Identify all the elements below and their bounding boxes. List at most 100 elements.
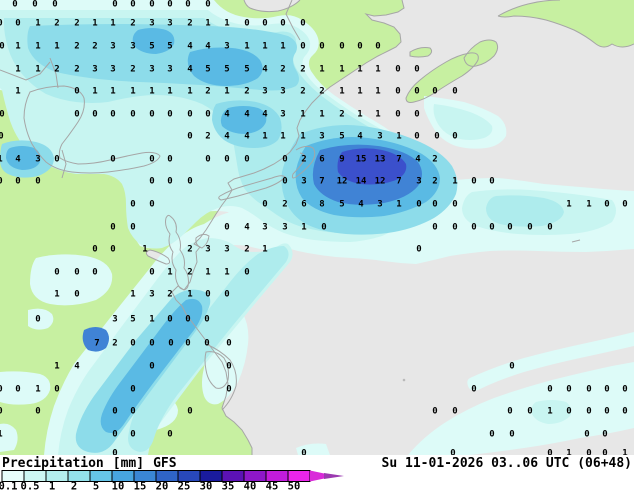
precip-value: 0 bbox=[112, 430, 117, 440]
precip-value: 1 bbox=[149, 87, 154, 97]
color-scale-label: 15 bbox=[134, 481, 147, 490]
precip-value: 4 bbox=[415, 155, 421, 165]
precip-value: 4 bbox=[244, 132, 250, 142]
precip-value: 2 bbox=[244, 87, 249, 97]
precip-value: 0 bbox=[224, 290, 229, 300]
precip-value: 1 bbox=[110, 87, 115, 97]
border-line-west bbox=[0, 61, 51, 81]
precip-value: 0 bbox=[15, 385, 20, 395]
precip-value-grid: 0 0 0 0 0 0 0 0 0 0 0 1 2 2 1 1 2 3 3 2 1 1 0 0 0 0 0 1 1 1 2 2 3 3 5 5 4 4 3 1… bbox=[0, 0, 628, 455]
precip-01mm-coastal-spot-d bbox=[28, 308, 54, 330]
precip-value: 2 bbox=[130, 19, 135, 29]
precip-value: 0 bbox=[602, 430, 607, 440]
precip-value: 1 bbox=[167, 87, 172, 97]
precip-value: 1 bbox=[142, 245, 147, 255]
precip-value: 2 bbox=[205, 132, 210, 142]
precip-value: 4 bbox=[244, 223, 250, 233]
precip-value: 0 bbox=[187, 132, 192, 142]
precip-value: 0 bbox=[149, 155, 154, 165]
precip-value: 2 bbox=[339, 110, 344, 120]
precip-value: 3 bbox=[205, 245, 210, 255]
precip-value: 1 bbox=[262, 42, 267, 52]
precip-value: 0 bbox=[527, 223, 532, 233]
precip-value: 0 bbox=[167, 110, 172, 120]
precip-value: 0 bbox=[0, 42, 5, 52]
precip-value: 1 bbox=[54, 42, 59, 52]
precip-value: 0 bbox=[395, 87, 400, 97]
precip-value: 0 bbox=[130, 430, 135, 440]
precip-value: 1 bbox=[357, 65, 362, 75]
precip-value: 0 bbox=[187, 407, 192, 417]
precip-value: 0 bbox=[0, 385, 3, 395]
precip-5mm-new-england-core bbox=[220, 106, 267, 134]
precip-value: 3 bbox=[262, 87, 267, 97]
precip-value: 3 bbox=[280, 110, 285, 120]
precip-value: 3 bbox=[110, 65, 115, 75]
precip-value: 1 bbox=[452, 177, 457, 187]
precip-value: 0 bbox=[509, 430, 514, 440]
precip-value: 0 bbox=[282, 177, 287, 187]
chesapeake-shoreline bbox=[145, 214, 189, 291]
nova-scotia bbox=[406, 52, 479, 103]
precip-value: 1 bbox=[244, 42, 249, 52]
precip-value: 1 bbox=[130, 290, 135, 300]
precip-value: 0 bbox=[280, 19, 285, 29]
precip-value: 1 bbox=[35, 42, 40, 52]
precip-value: 0 bbox=[167, 155, 172, 165]
precip-value: 0 bbox=[0, 407, 3, 417]
precip-01mm-coastal-spot-a bbox=[0, 371, 51, 405]
legend-units: [mm] bbox=[112, 456, 145, 471]
color-scale-arrow bbox=[310, 470, 336, 482]
precip-value: 0 bbox=[92, 110, 97, 120]
precip-value: 5 bbox=[339, 132, 344, 142]
precip-value: 1 bbox=[339, 65, 344, 75]
precip-value: 3 bbox=[262, 223, 267, 233]
precip-value: 0 bbox=[604, 385, 609, 395]
precip-value: 0 bbox=[92, 268, 97, 278]
precip-value: 2 bbox=[112, 339, 117, 349]
precip-value: 0 bbox=[434, 132, 439, 142]
precip-value: 3 bbox=[110, 42, 115, 52]
precip-value: 1 bbox=[622, 449, 627, 456]
precip-value: 0 bbox=[301, 449, 306, 456]
precip-value: 0 bbox=[452, 132, 457, 142]
precip-value: 0 bbox=[185, 0, 190, 10]
precip-01mm-coastal-spot-e bbox=[30, 254, 113, 306]
precip-value: 2 bbox=[205, 87, 210, 97]
precip-value: 3 bbox=[167, 65, 172, 75]
precip-value: 0 bbox=[74, 87, 79, 97]
precip-value: 0 bbox=[452, 200, 457, 210]
precip-value: 1 bbox=[205, 268, 210, 278]
precip-value: 0 bbox=[130, 0, 135, 10]
precip-05mm-nova-scotia-spot bbox=[433, 104, 493, 140]
precip-value: 4 bbox=[357, 132, 363, 142]
precip-value: 2 bbox=[301, 155, 306, 165]
precip-value: 0 bbox=[226, 339, 231, 349]
precip-value: 6 bbox=[301, 200, 306, 210]
color-scale-label: 0.1 bbox=[0, 481, 17, 490]
coastline-layer bbox=[23, 0, 634, 455]
precip-value: 0 bbox=[35, 177, 40, 187]
precip-value: 0 bbox=[110, 223, 115, 233]
precip-value: 0 bbox=[35, 407, 40, 417]
precip-value: 5 bbox=[205, 65, 210, 75]
precip-value: 0 bbox=[149, 268, 154, 278]
precip-value: 0 bbox=[450, 449, 455, 456]
precip-value: 0 bbox=[547, 449, 552, 456]
precip-5mm-band-core bbox=[100, 298, 203, 433]
precip-value: 2 bbox=[130, 65, 135, 75]
border-line-ontario bbox=[49, 57, 59, 89]
precip-value: 0 bbox=[92, 245, 97, 255]
precip-value: 2 bbox=[74, 65, 79, 75]
precip-value: 3 bbox=[92, 65, 97, 75]
precip-value: 0 bbox=[168, 339, 173, 349]
precip-value: 0 bbox=[0, 19, 3, 29]
precip-value: 7 bbox=[396, 177, 401, 187]
precip-1mm-band bbox=[128, 246, 289, 452]
precip-value: 2 bbox=[319, 87, 324, 97]
precip-value: 0 bbox=[110, 110, 115, 120]
color-scale-label: 10 bbox=[112, 481, 125, 490]
precip-value: 0 bbox=[509, 362, 514, 372]
precip-value: 2 bbox=[432, 155, 437, 165]
